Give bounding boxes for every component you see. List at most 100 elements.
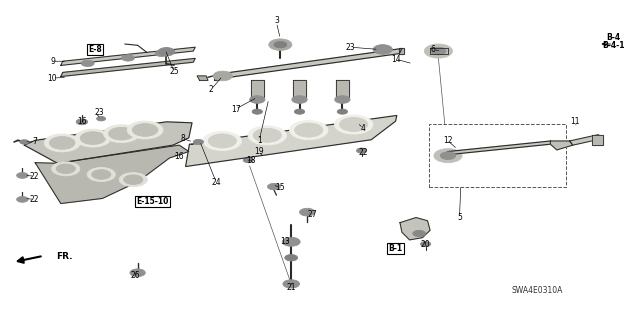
Circle shape [104,125,140,143]
Polygon shape [35,145,189,204]
Polygon shape [448,141,550,155]
Circle shape [335,96,350,103]
Text: 5: 5 [457,213,462,222]
Circle shape [243,158,253,163]
Text: 20: 20 [420,241,431,249]
Circle shape [253,128,282,142]
Polygon shape [197,76,208,80]
Circle shape [76,119,88,125]
Polygon shape [399,48,404,54]
Circle shape [424,44,452,58]
Circle shape [269,39,292,50]
Polygon shape [336,80,349,97]
Circle shape [158,48,175,56]
Circle shape [420,241,431,247]
Circle shape [289,121,328,140]
Text: B-4: B-4 [606,33,620,42]
Polygon shape [24,122,192,163]
Text: 22: 22 [30,172,39,181]
Text: 27: 27 [307,210,317,219]
Text: 19: 19 [254,147,264,156]
Circle shape [352,125,362,130]
Polygon shape [251,80,264,97]
Circle shape [431,47,446,55]
Text: 7: 7 [32,137,37,146]
Circle shape [20,140,29,144]
Circle shape [119,173,147,187]
Text: 14: 14 [390,55,401,63]
Polygon shape [293,80,306,97]
Circle shape [213,71,232,81]
Circle shape [56,164,76,174]
Circle shape [124,175,143,184]
Text: 23: 23 [346,43,356,52]
Text: 24: 24 [211,178,221,187]
Polygon shape [550,141,573,150]
Circle shape [132,123,158,136]
Circle shape [87,167,115,182]
Circle shape [356,148,367,153]
Text: 15: 15 [275,183,285,192]
Text: 12: 12 [444,137,452,145]
Circle shape [130,269,145,277]
Circle shape [92,170,111,179]
Circle shape [292,96,307,103]
Circle shape [294,123,323,137]
Circle shape [337,109,348,114]
Circle shape [44,134,80,152]
Circle shape [283,280,300,288]
Circle shape [81,60,94,67]
Text: 26: 26 [131,271,141,280]
Circle shape [97,116,106,121]
Polygon shape [61,47,195,65]
Circle shape [52,162,80,176]
Text: B-4-1: B-4-1 [602,41,625,50]
Circle shape [294,109,305,114]
Circle shape [122,55,134,61]
Text: E-15-10: E-15-10 [136,197,168,206]
Circle shape [17,173,28,178]
Circle shape [49,137,75,149]
Circle shape [193,139,204,145]
Circle shape [17,197,28,202]
Circle shape [80,132,106,145]
Circle shape [155,50,168,56]
Polygon shape [400,218,430,240]
Text: 18: 18 [246,156,255,165]
Circle shape [300,208,315,216]
Text: E-8: E-8 [88,45,102,54]
Text: 6: 6 [430,45,435,54]
Text: 16: 16 [77,117,87,126]
Circle shape [203,131,241,151]
Polygon shape [216,48,402,79]
Text: 1: 1 [257,136,262,145]
Polygon shape [214,74,219,80]
Text: 16: 16 [174,152,184,161]
Polygon shape [430,48,448,54]
Polygon shape [61,58,195,77]
Text: B-1: B-1 [388,244,403,253]
Text: 11: 11 [570,117,579,126]
Polygon shape [592,135,603,145]
Circle shape [413,230,426,237]
Polygon shape [570,135,602,145]
Text: 9: 9 [50,57,55,66]
Circle shape [248,126,287,145]
Circle shape [282,237,300,246]
Text: FR.: FR. [56,252,73,261]
Circle shape [274,41,287,48]
Circle shape [127,121,163,139]
Text: 23: 23 [94,108,104,117]
Circle shape [208,134,236,148]
Circle shape [440,152,456,160]
Circle shape [348,123,367,132]
Text: 13: 13 [280,237,290,246]
Text: 10: 10 [47,74,58,83]
Text: 22: 22 [359,148,368,157]
Text: SWA4E0310A: SWA4E0310A [512,286,563,295]
Text: 2: 2 [209,85,214,94]
Text: 3: 3 [274,16,279,25]
Polygon shape [186,115,397,167]
Circle shape [75,129,111,147]
Circle shape [285,255,298,261]
